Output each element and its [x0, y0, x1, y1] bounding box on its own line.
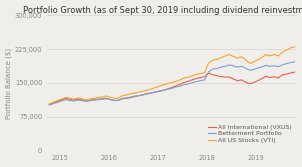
All US Stocks (VTI) — [96, 96, 100, 98]
Betterment Portfolio — [96, 99, 100, 101]
Line: Betterment Portfolio: Betterment Portfolio — [49, 62, 294, 105]
Legend: All International (VXUS), Betterment Portfolio, All US Stocks (VTI): All International (VXUS), Betterment Por… — [207, 123, 293, 145]
All US Stocks (VTI) — [133, 92, 137, 94]
All International (VXUS) — [96, 98, 100, 100]
Line: All International (VXUS): All International (VXUS) — [49, 72, 294, 105]
Betterment Portfolio — [293, 61, 296, 63]
Y-axis label: Portfolio Balance ($): Portfolio Balance ($) — [5, 47, 12, 119]
All US Stocks (VTI) — [260, 56, 264, 58]
All International (VXUS) — [178, 83, 182, 85]
Betterment Portfolio — [47, 104, 51, 106]
All US Stocks (VTI) — [293, 46, 296, 48]
All US Stocks (VTI) — [178, 79, 182, 81]
Line: All US Stocks (VTI): All US Stocks (VTI) — [49, 47, 294, 104]
All US Stocks (VTI) — [105, 95, 108, 97]
All International (VXUS) — [293, 71, 296, 73]
All US Stocks (VTI) — [194, 73, 198, 75]
Betterment Portfolio — [194, 81, 198, 83]
All International (VXUS) — [47, 104, 51, 106]
Title: Portfolio Growth (as of Sept 30, 2019 including dividend reinvestment): Portfolio Growth (as of Sept 30, 2019 in… — [23, 6, 302, 15]
All International (VXUS) — [133, 96, 137, 98]
Betterment Portfolio — [178, 85, 182, 87]
All International (VXUS) — [194, 77, 198, 79]
All International (VXUS) — [260, 77, 264, 79]
Betterment Portfolio — [260, 66, 264, 68]
Betterment Portfolio — [105, 98, 108, 100]
Betterment Portfolio — [133, 95, 137, 97]
All US Stocks (VTI) — [47, 103, 51, 105]
All International (VXUS) — [105, 97, 108, 99]
